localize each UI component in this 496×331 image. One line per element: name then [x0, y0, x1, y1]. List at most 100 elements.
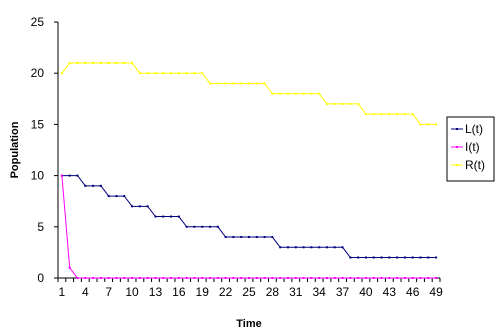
data-point — [60, 174, 63, 177]
data-point — [411, 277, 414, 279]
data-point — [240, 82, 243, 85]
data-point — [115, 277, 118, 279]
data-point — [170, 72, 173, 75]
data-point — [419, 277, 422, 279]
data-point — [193, 277, 196, 279]
data-point — [177, 277, 180, 279]
data-point — [318, 92, 321, 95]
data-point — [364, 277, 367, 279]
data-point — [162, 215, 165, 218]
data-point — [232, 82, 235, 85]
y-axis-ticks: 0 5 10 15 20 25 — [31, 15, 58, 285]
x-tick-label: 25 — [242, 285, 256, 299]
y-tick-label: 20 — [31, 66, 45, 80]
legend-item: L(t) — [451, 122, 483, 136]
legend-marker — [456, 164, 458, 166]
data-point — [201, 225, 204, 228]
x-tick-label: 31 — [289, 285, 303, 299]
series-0 — [60, 174, 438, 259]
series-line — [61, 175, 437, 279]
data-point — [411, 256, 414, 259]
series-line — [61, 175, 437, 259]
x-axis-ticks: 1 4 7 10 13 16 19 22 25 28 31 34 37 40 43 46 49 — [57, 278, 443, 299]
data-point — [185, 277, 188, 279]
data-point — [248, 82, 250, 85]
data-point — [263, 236, 266, 239]
data-point — [411, 113, 414, 116]
data-point — [209, 277, 212, 279]
data-point — [372, 113, 375, 116]
data-point — [209, 225, 212, 228]
data-point — [138, 277, 141, 279]
legend: L(t) I(t) R(t) — [446, 116, 495, 182]
x-tick-label: 1 — [59, 285, 66, 299]
y-tick-label: 15 — [31, 117, 45, 131]
data-point — [427, 123, 430, 126]
data-point — [388, 256, 391, 259]
data-point — [380, 113, 383, 116]
data-point — [364, 256, 367, 259]
y-axis-title: Population — [9, 121, 21, 178]
series-1 — [60, 174, 438, 279]
data-point — [310, 92, 313, 95]
data-point — [302, 92, 305, 95]
data-point — [84, 277, 87, 279]
data-point — [224, 277, 227, 279]
x-axis-title: Time — [236, 318, 261, 330]
x-tick-label: 43 — [383, 285, 397, 299]
data-point — [177, 215, 180, 218]
data-point — [427, 256, 430, 259]
data-point — [435, 123, 438, 126]
data-point — [201, 72, 204, 75]
x-tick-label: 16 — [172, 285, 186, 299]
data-point — [154, 72, 157, 75]
data-point — [248, 236, 250, 239]
data-point — [224, 236, 227, 239]
data-point — [294, 246, 297, 249]
data-point — [224, 82, 227, 85]
data-point — [403, 256, 406, 259]
data-point — [138, 205, 141, 208]
series-line — [61, 62, 437, 125]
data-point — [396, 277, 399, 279]
data-point — [232, 277, 235, 279]
x-tick-label: 49 — [429, 285, 443, 299]
data-point — [209, 82, 212, 85]
data-point — [107, 61, 110, 64]
data-point — [216, 82, 219, 85]
x-tick-label: 28 — [266, 285, 280, 299]
data-point — [177, 72, 180, 75]
data-point — [255, 236, 258, 239]
data-point — [318, 246, 321, 249]
data-point — [193, 225, 196, 228]
data-point — [232, 236, 235, 239]
data-point — [333, 102, 336, 105]
x-tick-label: 34 — [312, 285, 326, 299]
data-point — [123, 277, 126, 279]
data-point — [318, 277, 321, 279]
data-point — [341, 102, 344, 105]
data-point — [380, 256, 383, 259]
data-point — [435, 277, 438, 279]
data-point — [99, 61, 102, 64]
data-point — [99, 277, 102, 279]
data-point — [193, 72, 196, 75]
data-point — [333, 277, 336, 279]
data-point — [92, 61, 95, 64]
x-tick-label: 37 — [336, 285, 350, 299]
data-point — [154, 215, 157, 218]
data-point — [286, 246, 289, 249]
data-point — [372, 256, 375, 259]
data-point — [146, 205, 149, 208]
data-point — [99, 184, 102, 187]
legend-label: L(t) — [465, 122, 483, 136]
data-point — [403, 277, 406, 279]
data-point — [279, 92, 282, 95]
data-point — [294, 277, 297, 279]
data-point — [115, 61, 118, 64]
data-point — [419, 123, 422, 126]
data-point — [341, 246, 344, 249]
data-point — [388, 113, 391, 116]
data-point — [76, 174, 79, 177]
data-point — [388, 277, 391, 279]
